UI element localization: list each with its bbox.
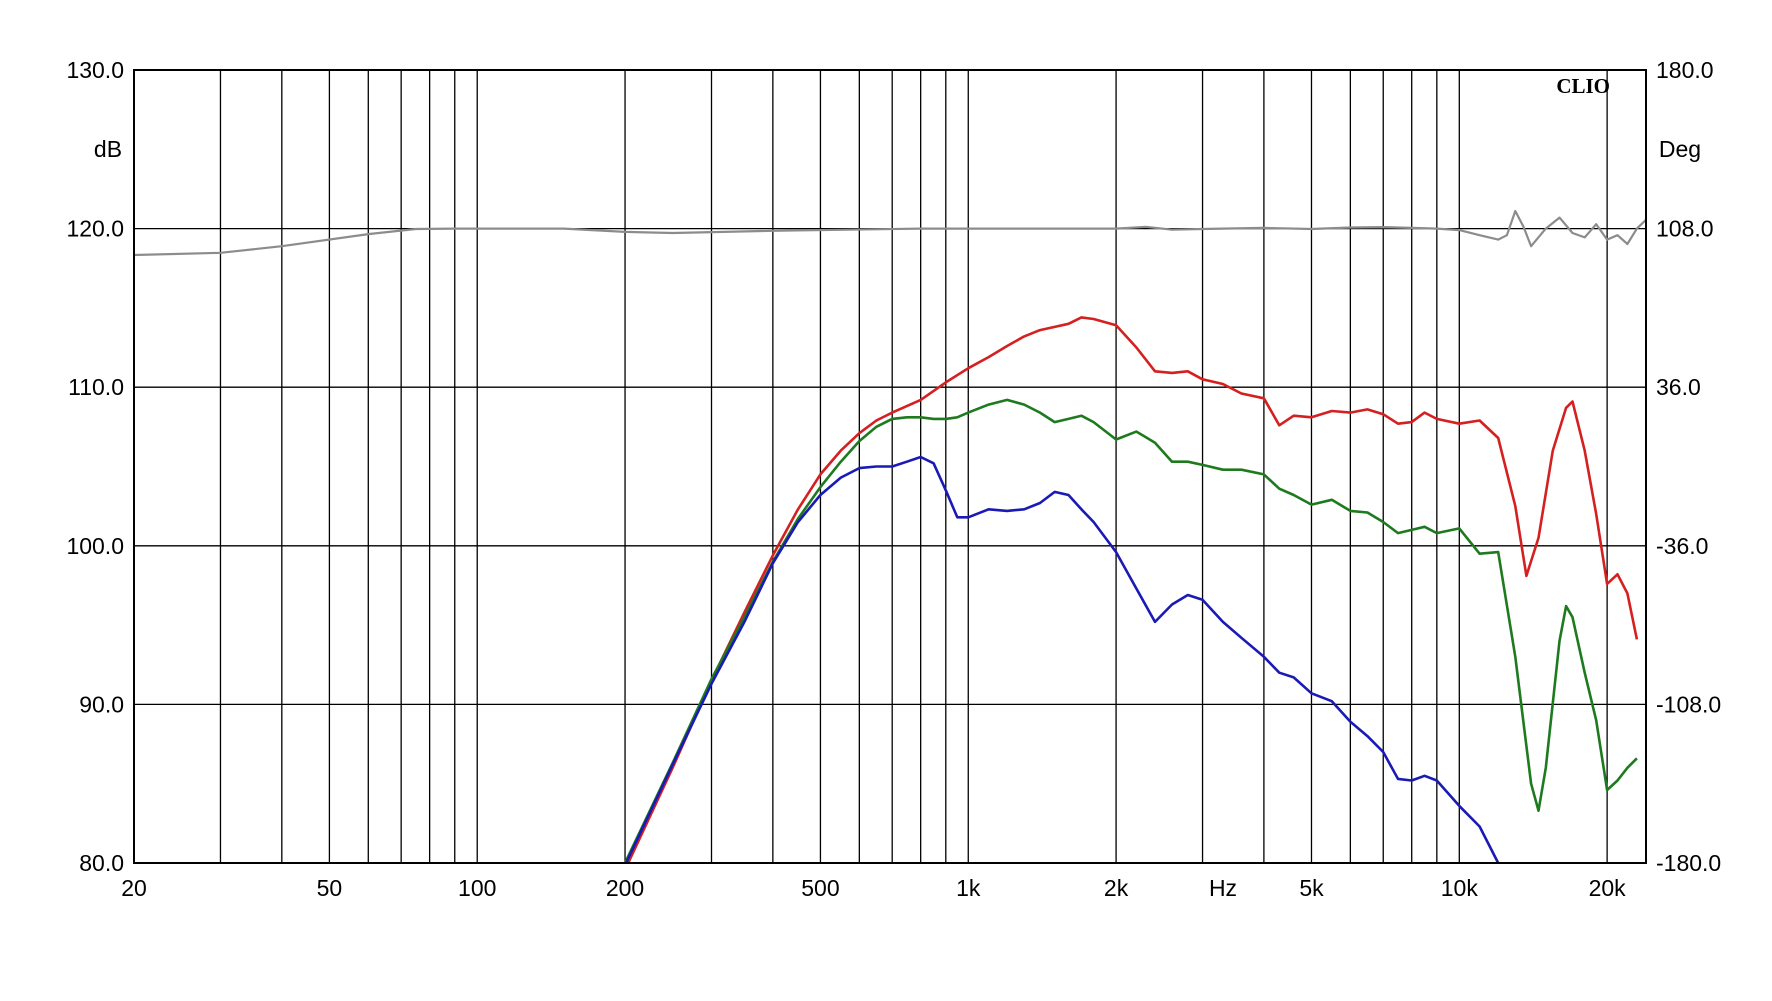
series-line bbox=[623, 398, 1638, 864]
brand-logo: CLIO bbox=[1556, 74, 1610, 98]
x-tick-label: 1k bbox=[956, 875, 981, 901]
y-tick-label: 130.0 bbox=[66, 57, 124, 83]
series-group bbox=[133, 209, 1647, 864]
x-tick-label: 5k bbox=[1299, 875, 1324, 901]
series-line bbox=[133, 209, 1647, 257]
y2-tick-label: -180.0 bbox=[1656, 850, 1721, 876]
y2-axis-label: Deg bbox=[1659, 136, 1701, 162]
y-tick-label: 90.0 bbox=[79, 691, 124, 717]
y2-tick-label: 108.0 bbox=[1656, 216, 1714, 242]
x-tick-label: 10k bbox=[1441, 875, 1479, 901]
y-tick-label: 110.0 bbox=[68, 374, 124, 400]
y2-tick-label: -36.0 bbox=[1656, 533, 1708, 559]
series-line bbox=[624, 455, 1500, 864]
x-tick-label: 20 bbox=[121, 875, 147, 901]
x-axis-label: Hz bbox=[1209, 875, 1237, 901]
y-tick-label: 120.0 bbox=[66, 216, 124, 242]
y2-tick-label: 36.0 bbox=[1656, 374, 1701, 400]
x-tick-label: 50 bbox=[317, 875, 343, 901]
x-tick-label: 100 bbox=[458, 875, 496, 901]
y2-tick-label: 180.0 bbox=[1656, 57, 1714, 83]
series-line bbox=[627, 316, 1639, 864]
tick-labels: 80.0 90.0 100.0 110.0 120.0 130.0 -180.0 -108.0… bbox=[66, 57, 1721, 901]
y-tick-label: 100.0 bbox=[66, 533, 124, 559]
x-tick-label: 2k bbox=[1104, 875, 1129, 901]
x-tick-label: 500 bbox=[801, 875, 839, 901]
y-tick-label: 80.0 bbox=[79, 850, 124, 876]
y2-tick-label: -108.0 bbox=[1656, 691, 1721, 717]
x-tick-label: 20k bbox=[1589, 875, 1627, 901]
y-axis-label: dB bbox=[94, 136, 122, 162]
plot-frame bbox=[133, 69, 1647, 864]
x-tick-label: 200 bbox=[606, 875, 644, 901]
